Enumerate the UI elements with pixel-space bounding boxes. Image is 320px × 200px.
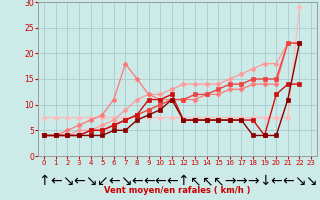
X-axis label: Vent moyen/en rafales ( km/h ): Vent moyen/en rafales ( km/h ) <box>104 186 251 195</box>
